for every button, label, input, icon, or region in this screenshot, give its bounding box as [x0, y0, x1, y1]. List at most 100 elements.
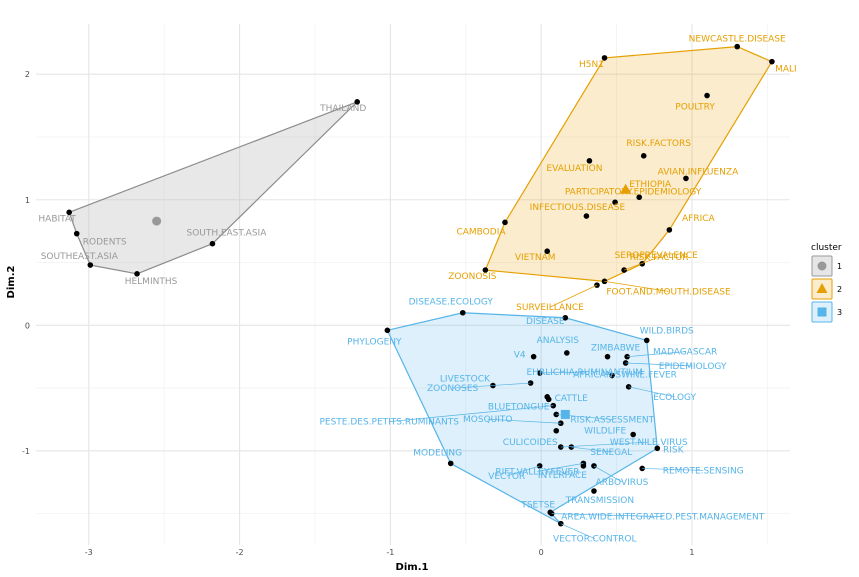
point-risk-factors — [640, 153, 647, 159]
point-v4 — [530, 353, 537, 360]
y-tick-label: 2 — [25, 70, 30, 79]
x-tick-label: 1 — [689, 548, 694, 557]
label-vietnam: VIETNAM — [515, 253, 556, 263]
point-bluetongue — [545, 396, 552, 403]
label-wildlife: WILDLIFE — [584, 427, 626, 437]
label-ethiopia: ETHIOPIA — [629, 180, 672, 190]
label-southeast-asia: SOUTHEAST.ASIA — [41, 252, 119, 262]
point-ehrlichia-ruminantium — [536, 370, 543, 376]
legend-label-3: 3 — [837, 308, 842, 317]
label-leader — [389, 405, 554, 422]
point-helminths — [134, 271, 140, 277]
label-leader — [537, 463, 584, 472]
x-axis-title: Dim.1 — [396, 562, 429, 573]
label-leader — [625, 362, 693, 367]
label-zoonoses: ZOONOSES — [427, 384, 479, 394]
label-leader — [571, 446, 612, 453]
label-infectious-disease: INFECTIOUS.DISEASE — [530, 203, 626, 213]
label-habitat: HABITAT — [38, 214, 76, 224]
label-mali: MALI — [775, 65, 797, 75]
label-african-swine-fever: AFRICAN.SWINE.FEVER — [573, 371, 677, 381]
point-infectious-disease — [583, 213, 590, 219]
point-h5n1 — [601, 55, 608, 61]
point-newcastle-disease — [734, 43, 741, 50]
label-madagascar: MADAGASCAR — [653, 348, 717, 358]
point-ethiopia — [636, 194, 642, 201]
point-disease — [562, 314, 569, 321]
point-poultry — [704, 92, 710, 99]
point-wildlife — [630, 431, 636, 438]
label-africa: AFRICA — [682, 214, 716, 224]
label-modeling: MODELING — [413, 448, 462, 458]
point-rodents — [73, 230, 80, 237]
label-south-east-asia: SOUTH.EAST.ASIA — [186, 229, 267, 239]
point-cambodia — [502, 219, 508, 226]
centroid-2 — [620, 183, 632, 194]
label-helminths: HELMINTHS — [125, 277, 178, 287]
label-disease: DISEASE — [526, 317, 565, 327]
label-seroprevalence: SEROPREVALENCE — [615, 251, 699, 261]
label-transmission: TRANSMISSION — [565, 496, 634, 506]
y-tick-label: 0 — [25, 321, 30, 330]
label-evaluation: EVALUATION — [546, 164, 602, 174]
label-area-wide-integrated-pest-management: AREA.WIDE.INTEGRATED.PEST.MANAGEMENT — [561, 513, 764, 523]
label-leader — [556, 414, 613, 420]
point-disease-ecology — [459, 309, 466, 316]
label-vector: VECTOR — [488, 472, 525, 482]
point-participatory-epidemiology — [612, 199, 618, 206]
point-culicoides — [553, 427, 560, 434]
label-poultry: POULTRY — [675, 103, 715, 113]
point-transmission — [591, 488, 597, 494]
point-vietnam — [544, 248, 551, 255]
legend-marker-3 — [817, 307, 827, 317]
point-southeast-asia — [87, 262, 94, 268]
x-tick-label: -2 — [236, 548, 244, 557]
cluster-centroids — [152, 183, 632, 419]
centroid-1 — [152, 216, 162, 226]
label-participatory-epidemiology: PARTICIPATORY.EPIDEMIOLOGY — [565, 187, 702, 197]
label-newcastle-disease: NEWCASTLE.DISEASE — [689, 35, 786, 45]
label-senegal: SENEGAL — [590, 448, 632, 458]
label-leader — [642, 468, 704, 471]
point-zoonosis — [482, 267, 489, 273]
label-leader — [593, 465, 623, 483]
point-phylogeny — [384, 327, 391, 334]
label-bluetongue: BLUETONGUE — [488, 402, 550, 412]
label-risk: RISK — [663, 445, 685, 455]
legend-label-1: 1 — [837, 262, 842, 271]
point-interface — [580, 463, 587, 469]
y-axis-title: Dim.2 — [6, 266, 17, 299]
label-livestock: LIVESTOCK — [440, 375, 491, 385]
label-leader — [627, 351, 686, 358]
cluster-1-hull — [68, 101, 358, 275]
label-h5n1: H5N1 — [579, 60, 604, 70]
label-thailand: THAILAND — [319, 104, 366, 114]
point-africa — [666, 227, 673, 233]
axis-ticks: -3 -2 -1 0 1 -1 0 1 2 — [22, 70, 695, 557]
y-tick-label: 1 — [25, 196, 30, 205]
x-tick-label: 0 — [539, 548, 544, 557]
label-vector-control: VECTOR.CONTROL — [553, 535, 636, 545]
point-seroprevalence — [639, 260, 646, 267]
point-african-swine-fever — [609, 372, 615, 379]
point-habitat — [66, 209, 72, 216]
label-analysis: ANALYSIS — [537, 336, 580, 346]
point-modeling — [447, 460, 454, 467]
legend-label-2: 2 — [837, 285, 842, 294]
cluster-2-hull — [484, 45, 773, 282]
label-remote-sensing: REMOTE.SENSING — [663, 466, 744, 476]
label-risk-factors: RISK.FACTORS — [626, 139, 691, 149]
label-leader — [549, 284, 598, 308]
label-ecology: ECOLOGY — [653, 393, 696, 403]
label-leader — [560, 523, 595, 539]
label-cattle: CATTLE — [555, 394, 589, 404]
label-leader — [452, 382, 531, 389]
legend-marker-1 — [817, 261, 827, 271]
label-leader — [539, 371, 585, 374]
legend: cluster 1 2 3 — [811, 243, 842, 323]
x-tick-label: -3 — [85, 548, 93, 557]
y-tick-label: -1 — [22, 447, 30, 456]
point-south-east-asia — [209, 240, 216, 247]
label-leader — [604, 281, 669, 292]
